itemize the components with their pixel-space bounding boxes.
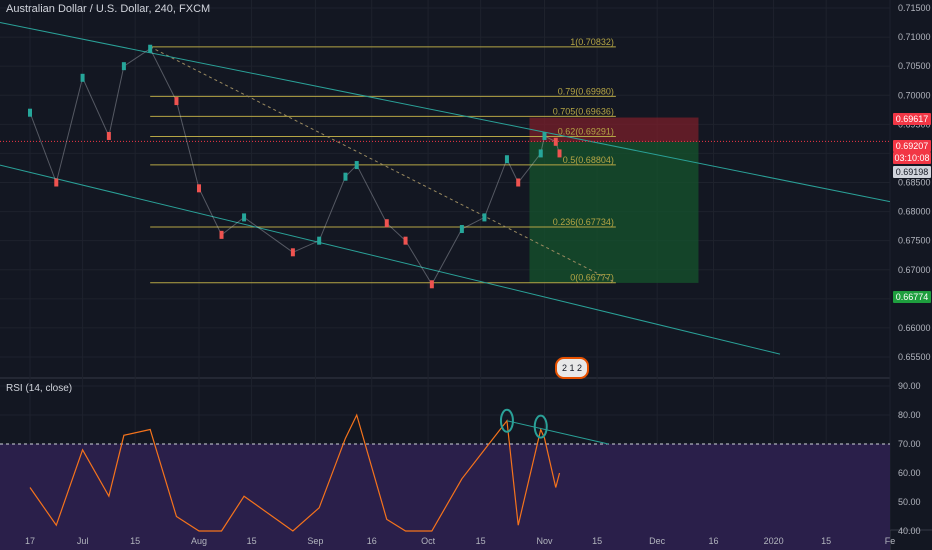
swing-candle (538, 149, 543, 158)
time-axis-label: 2020 (764, 536, 784, 546)
price-axis-label: 0.68500 (898, 178, 931, 188)
time-axis-label: Fe (885, 536, 896, 546)
take-profit-zone (529, 141, 699, 283)
fib-level-label: 0.5(0.68804) (563, 155, 614, 165)
rsi-axis-label: 60.00 (898, 468, 921, 478)
rsi-axis-label: 80.00 (898, 410, 921, 420)
swing-candle (28, 108, 32, 117)
price-axis-label: 0.65500 (898, 352, 931, 362)
swing-candle (219, 230, 224, 239)
swing-candle (429, 280, 434, 289)
fib-level-label: 0(0.66777) (570, 273, 614, 283)
rsi-axis-label: 50.00 (898, 497, 921, 507)
swing-candle (196, 184, 201, 193)
rsi-divergence-circle (499, 408, 514, 433)
time-axis-label: Aug (191, 536, 207, 546)
fib-level-label: 0.236(0.67734) (553, 217, 614, 227)
swing-candle (403, 236, 408, 245)
price-axis-label: 0.67000 (898, 265, 931, 275)
swing-candle (553, 137, 558, 146)
swing-candle (80, 73, 85, 82)
rsi-band (0, 444, 890, 550)
price-axis-label: 0.70500 (898, 61, 931, 71)
rsi-title: RSI (14, close) (6, 383, 73, 394)
swing-candle (242, 213, 247, 222)
time-axis-label: 16 (708, 536, 718, 546)
time-axis-label: 15 (476, 536, 486, 546)
price-axis-label: 0.71500 (898, 3, 931, 13)
swing-candle (504, 155, 509, 164)
swing-candle (542, 131, 547, 140)
price-axis-label: 0.68000 (898, 207, 931, 217)
current-price-tag: 0.69207 (893, 140, 931, 152)
swing-candle (482, 213, 487, 222)
rsi-line (29, 413, 561, 532)
countdown-tag: 03:10:08 (893, 152, 931, 164)
price-axis-label: 0.70000 (898, 90, 931, 100)
swing-candle (384, 219, 389, 228)
candles (28, 44, 562, 289)
chart-title: Australian Dollar / U.S. Dollar, 240, FX… (6, 3, 211, 15)
time-axis-label: 16 (367, 536, 377, 546)
time-axis-label: 15 (592, 536, 602, 546)
swing-candle (354, 161, 359, 170)
channel-upper-line (0, 22, 891, 203)
rsi-axis-label: 70.00 (898, 439, 921, 449)
axes: 0.715000.710000.705000.700000.695000.690… (25, 3, 931, 546)
swing-candle (290, 248, 295, 257)
time-axis-label: Jul (77, 536, 89, 546)
rsi-divergence-circle (533, 414, 548, 439)
fib-level-label: 1(0.70832) (570, 37, 614, 47)
rsi-trendline (506, 420, 609, 445)
price-axis-label: 0.67500 (898, 236, 931, 246)
fibonacci-retracement: 1(0.70832) 0.79(0.69980) 0.705(0.69636) 0.6… (149, 37, 617, 284)
time-axis-label: Sep (307, 536, 323, 546)
swing-candle (121, 62, 126, 71)
swing-candle (174, 97, 179, 106)
time-axis-label: 15 (247, 536, 257, 546)
time-axis-label: Nov (536, 536, 553, 546)
time-axis-label: 17 (25, 536, 35, 546)
target-price-tag: 0.66774 (893, 291, 931, 303)
swing-candle (148, 44, 153, 53)
swing-candle (557, 149, 562, 158)
rsi-panel (0, 408, 890, 550)
time-axis-label: Oct (421, 536, 436, 546)
swing-candle (459, 225, 464, 234)
fib-level-label: 0.705(0.69636) (553, 106, 614, 116)
events-badge[interactable]: 2 1 2 (555, 357, 589, 379)
swing-candle (106, 131, 111, 140)
time-axis-label: 15 (821, 536, 831, 546)
rsi-axis-label: 90.00 (898, 381, 921, 391)
price-axis-label: 0.66000 (898, 323, 931, 333)
time-axis-label: Dec (649, 536, 666, 546)
swing-candle (516, 178, 521, 187)
trend-channel (0, 22, 891, 355)
time-axis-label: 15 (130, 536, 140, 546)
grid (0, 0, 891, 532)
channel-lower-line (0, 164, 781, 355)
swing-candle (317, 236, 322, 245)
swing-candle (54, 178, 59, 187)
stop-price-tag: 0.69617 (893, 113, 931, 125)
fib-level-label: 0.62(0.69291) (558, 126, 614, 136)
price-axis-label: 0.71000 (898, 32, 931, 42)
fib-level-label: 0.79(0.69980) (558, 86, 614, 96)
entry-price-tag: 0.69198 (893, 166, 931, 178)
rsi-axis-label: 40.00 (898, 526, 921, 536)
swing-candle (343, 172, 348, 181)
